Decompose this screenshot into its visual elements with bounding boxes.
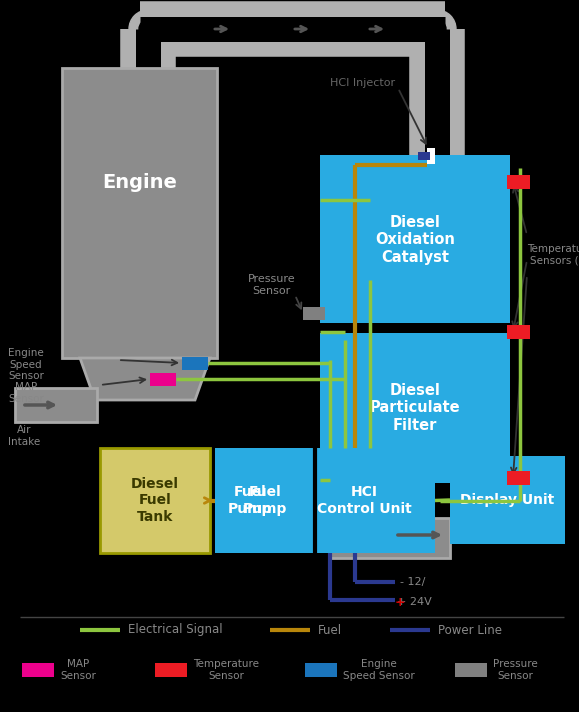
Text: Engine: Engine [102,174,177,192]
Text: Temperature
Sensor: Temperature Sensor [193,659,259,681]
Polygon shape [80,358,210,400]
Text: +: + [395,595,406,609]
Bar [182,357,208,370]
Text: Diesel
Fuel
Tank: Diesel Fuel Tank [131,477,179,524]
Circle shape [418,10,456,48]
Text: HCI Injector: HCI Injector [330,78,395,88]
Bar [507,175,530,189]
Text: Fuel
Pump: Fuel Pump [228,486,272,515]
Text: Air
Intake: Air Intake [8,425,41,446]
Bar [330,518,450,558]
Text: Display Unit: Display Unit [460,493,555,507]
Bar [303,307,325,320]
Bar [320,333,510,483]
Bar [150,373,176,386]
Circle shape [139,20,157,38]
Text: Pressure
Sensor: Pressure Sensor [248,274,296,295]
Text: Fuel: Fuel [318,624,342,637]
Text: Power Line: Power Line [438,624,502,637]
Text: Temperature
Sensors (3): Temperature Sensors (3) [527,244,579,266]
Bar [320,155,510,325]
Circle shape [129,10,167,48]
Bar [320,323,510,333]
Bar [450,456,565,544]
Bar [427,148,435,164]
Bar [330,483,376,553]
Bar [418,152,430,160]
Text: HCI
Control Unit: HCI Control Unit [317,486,412,515]
Text: Engine
Speed
Sensor: Engine Speed Sensor [8,348,44,381]
Text: Pressure
Sensor: Pressure Sensor [493,659,538,681]
Text: + 24V: + 24V [397,597,432,607]
Text: Electrical Signal: Electrical Signal [128,624,222,637]
Bar [215,448,435,553]
Text: - 12/: - 12/ [400,577,426,587]
Text: Diesel
Particulate
Filter: Diesel Particulate Filter [369,383,460,433]
Bar [15,388,97,422]
Bar [22,663,54,677]
Circle shape [428,20,446,38]
Bar [215,448,315,553]
Text: Diesel
Oxidation
Catalyst: Diesel Oxidation Catalyst [375,215,455,265]
Text: MAP
Sensor: MAP Sensor [60,659,96,681]
Bar [305,663,337,677]
Text: MAP
Sensor: MAP Sensor [8,382,44,404]
Bar [507,325,530,339]
Bar [155,663,187,677]
Bar [507,471,530,485]
Bar [100,448,210,553]
Text: Engine
Speed Sensor: Engine Speed Sensor [343,659,415,681]
Bar [455,663,487,677]
Bar [62,68,217,358]
Circle shape [353,495,399,541]
Text: Fuel
Pump: Fuel Pump [243,486,287,515]
